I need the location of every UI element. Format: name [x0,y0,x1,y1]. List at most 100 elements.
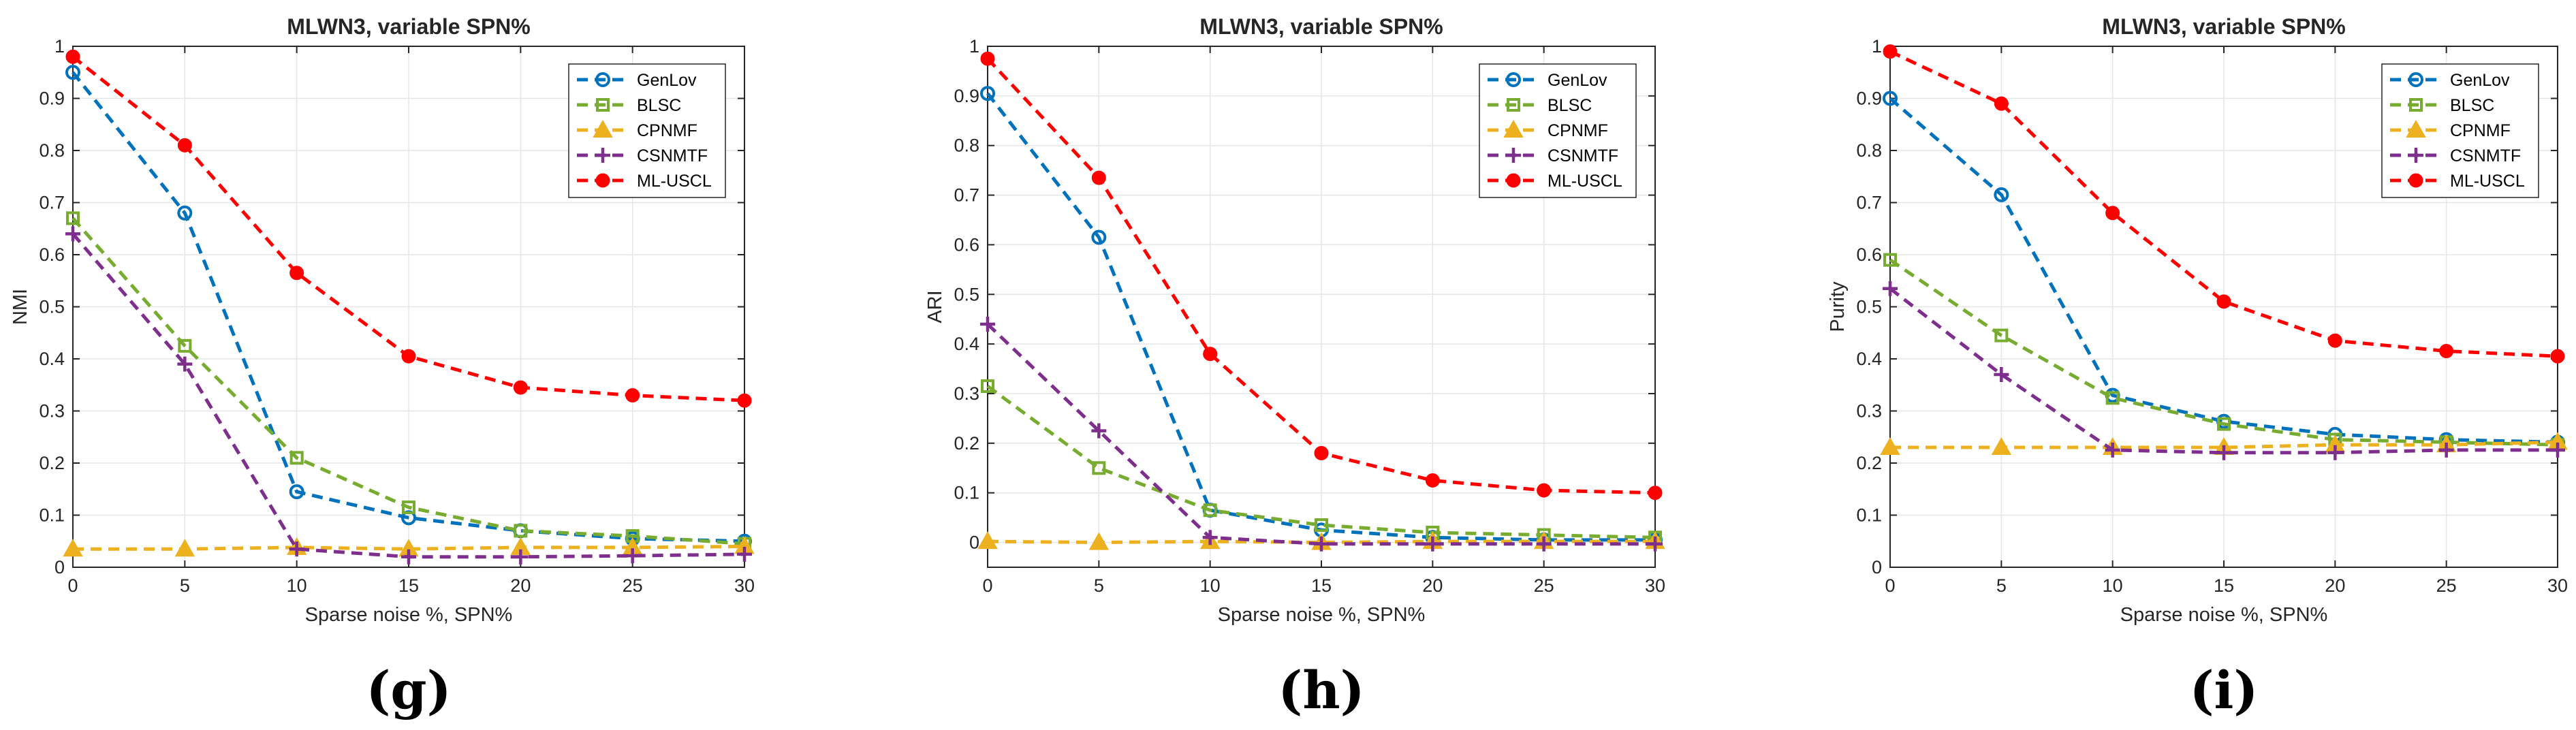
data-point [1883,44,1898,59]
data-point [1994,187,2009,203]
legend-label: ML-USCL [1548,172,1622,191]
data-point [2439,344,2454,359]
legend-label: BLSC [2450,96,2494,115]
data-point [401,549,416,565]
legend-marker [2408,72,2423,87]
y-tick-label: 0.1 [954,483,979,503]
legend-label: CSNMTF [1548,146,1618,165]
y-tick-label: 0.5 [954,284,979,304]
y-tick-label: 0.9 [1856,89,1882,109]
data-point [1994,366,2009,382]
legend-label: CSNMTF [2450,146,2521,165]
legend-item: BLSC [1488,96,1592,115]
legend-marker [2406,119,2426,138]
series-line [1889,258,2558,447]
series-line [72,217,745,546]
legend-marker [595,72,610,87]
legend-marker [1506,72,1521,87]
y-tick-label: 0.2 [954,433,979,454]
data-point [2438,442,2454,458]
y-tick-label: 0 [54,557,65,577]
legend-label: BLSC [1548,96,1592,115]
data-point [177,356,193,372]
y-tick-label: 0.6 [39,244,65,265]
y-tick-label: 0.8 [1856,140,1882,161]
x-axis-label: Sparse noise %, SPN% [305,604,513,626]
data-point [1537,483,1552,498]
data-point [2105,442,2120,458]
legend-label: CSNMTF [637,146,708,165]
data-point [1883,253,1897,267]
x-tick-label: 10 [287,575,307,596]
data-point [2105,391,2120,405]
chart-panel-1: 00.10.20.30.40.50.60.70.80.910 5 10 15 20 25 3… [10,14,755,720]
series-csnmtf [980,317,1663,552]
x-tick-label: 10 [1200,575,1221,596]
data-point [1648,536,1663,552]
legend-item: CPNMF [2390,119,2511,140]
data-point [737,546,752,562]
data-point [2105,206,2120,221]
series-ml-uscl [1883,44,2565,364]
data-point [980,51,995,66]
x-tick-label: 15 [2214,575,2234,596]
y-tick-label: 0.2 [39,453,65,473]
data-point [401,349,416,364]
x-tick-label: 25 [1534,575,1554,596]
data-point [178,338,192,353]
y-tick-label: 0.2 [1856,453,1882,473]
y-tick-label: 1 [969,36,979,57]
data-point [2216,445,2231,460]
x-tick-label: 5 [1094,575,1104,596]
y-tick-label: 1 [1872,36,1882,57]
y-tick-label: 0.7 [1856,193,1882,213]
x-tick-label: 0 [982,575,992,596]
data-point [174,539,195,557]
y-axis-label: Purity [1827,281,1849,332]
data-point [289,451,304,465]
series-csnmtf [65,226,752,565]
data-point [1994,96,2009,111]
data-point [289,541,304,557]
legend: GenLov BLSC CPNMF CSNMTF ML-USCL [1479,63,1637,198]
data-point [1883,91,1898,106]
data-point [1092,461,1106,475]
data-point [63,539,83,557]
x-tick-label: 15 [398,575,419,596]
y-tick-label: 1 [54,36,65,57]
y-tick-label: 0.1 [39,505,65,526]
x-tick-label: 25 [2436,575,2457,596]
x-tick-label: 30 [1645,575,1665,596]
x-tick-label: 5 [180,575,190,596]
data-point [513,380,528,395]
data-point [65,65,80,80]
data-point [2217,417,2231,431]
data-point [1994,328,2009,343]
legend-item: ML-USCL [1488,172,1622,191]
x-tick-label: 20 [2325,575,2345,596]
y-tick-label: 0.5 [39,297,65,317]
x-tick-label: 5 [1996,575,2007,596]
data-point [980,317,995,332]
legend-item: CPNMF [1488,119,1608,140]
legend-label: CPNMF [637,121,697,140]
data-point [625,388,640,403]
legend-label: GenLov [1548,71,1607,90]
legend: GenLov BLSC CPNMF CSNMTF ML-USCL [568,63,726,198]
y-tick-label: 0 [1872,557,1882,577]
y-tick-label: 0.4 [39,349,65,369]
data-point [65,49,80,64]
legend-item: ML-USCL [577,172,712,191]
y-tick-label: 0.9 [954,86,979,106]
legend-marker [595,148,610,163]
legend-marker [596,98,610,112]
x-tick-label: 15 [1311,575,1332,596]
panel-caption: (h) [1278,660,1364,720]
y-tick-label: 0.6 [1856,244,1882,265]
data-point [1203,347,1218,362]
legend-item: BLSC [577,96,681,115]
legend-label: ML-USCL [637,172,712,191]
data-point [625,548,640,564]
x-tick-label: 10 [2103,575,2123,596]
chart-panel-3: 00.10.20.30.40.50.60.70.80.910 5 10 15 20 25 3… [1827,14,2568,720]
